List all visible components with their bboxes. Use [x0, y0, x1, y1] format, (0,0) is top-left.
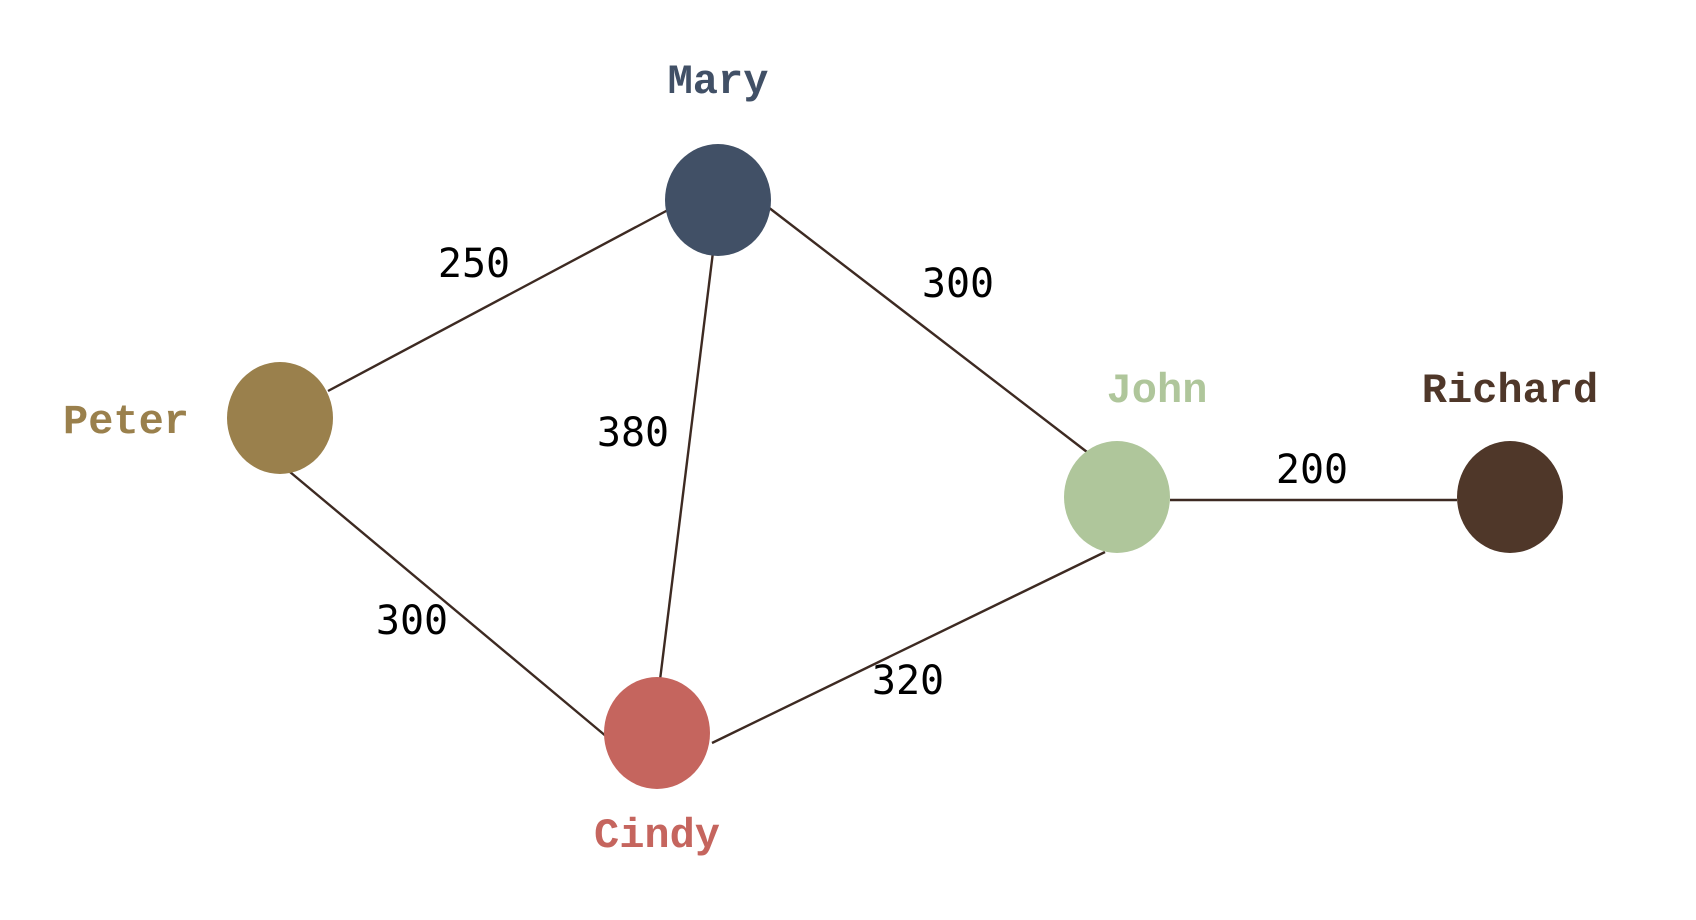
- label-peter: Peter: [63, 398, 189, 446]
- label-richard: Richard: [1422, 367, 1598, 415]
- edge-peter-mary: [327, 208, 669, 393]
- weight-mary-john: 300: [922, 261, 994, 307]
- edge-peter-cindy: [289, 471, 608, 738]
- node-peter: [227, 362, 333, 474]
- weight-mary-cindy: 380: [597, 410, 669, 456]
- label-mary: Mary: [668, 58, 769, 106]
- edge-mary-cindy: [658, 251, 715, 681]
- node-cindy: [604, 677, 710, 789]
- label-john: John: [1107, 367, 1208, 415]
- edge-mary-john: [767, 206, 1088, 453]
- weight-john-richard: 200: [1276, 447, 1348, 493]
- weight-cindy-john: 320: [872, 658, 944, 704]
- node-mary: [665, 144, 771, 256]
- edge-cindy-john: [711, 550, 1106, 745]
- weight-peter-cindy: 300: [376, 598, 448, 644]
- node-john: [1064, 441, 1170, 553]
- weight-peter-mary: 250: [438, 241, 510, 287]
- node-labels: Mary Peter John Cindy Richard: [63, 58, 1598, 860]
- label-cindy: Cindy: [594, 812, 720, 860]
- node-richard: [1457, 441, 1563, 553]
- nodes: [227, 144, 1563, 789]
- edge-weights: 250 300 380 300 320 200: [376, 241, 1348, 704]
- edges: [289, 206, 1457, 745]
